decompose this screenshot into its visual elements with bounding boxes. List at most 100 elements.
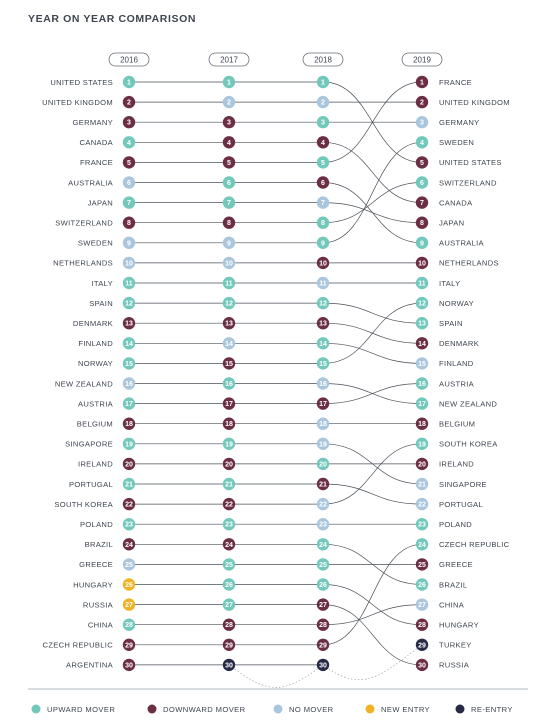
rank-node: [316, 337, 330, 350]
rank-number: 29: [125, 642, 133, 649]
rank-node: [122, 417, 136, 430]
rank-number: 21: [319, 482, 327, 489]
rank-number: 11: [125, 281, 133, 288]
rank-number: 21: [225, 482, 233, 489]
rank-number: 14: [319, 341, 327, 348]
rank-number: 2: [127, 100, 131, 107]
rank-node: [415, 457, 429, 471]
rank-number: 28: [319, 622, 327, 629]
rank-number: 5: [227, 160, 231, 167]
rank-number: 25: [319, 562, 327, 569]
rank-node: [415, 75, 429, 89]
rank-number: 1: [321, 80, 325, 87]
rank-node: [122, 176, 136, 189]
country-label-2016: RUSSIA: [83, 600, 114, 609]
year-label: 2019: [413, 56, 431, 65]
rank-node: [415, 618, 429, 631]
rank-node: [415, 317, 429, 330]
rank-line: [322, 342, 423, 364]
rank-lines: [128, 81, 423, 688]
rank-line: [322, 302, 423, 364]
rank-number: 4: [321, 140, 325, 147]
rank-number: 17: [319, 401, 327, 408]
year-label: 2016: [120, 56, 138, 65]
country-label-2016: ARGENTINA: [66, 661, 114, 670]
rank-node: [316, 116, 330, 129]
rank-node: [316, 176, 330, 189]
rank-number: 6: [127, 180, 131, 187]
rank-number: 24: [225, 542, 233, 549]
rank-number: 30: [418, 662, 426, 669]
rank-node: [415, 437, 429, 450]
rank-node: [122, 116, 136, 129]
country-label-2019: NETHERLANDS: [439, 259, 499, 268]
rank-number: 4: [127, 140, 131, 147]
rank-node: [316, 578, 330, 591]
rank-number: 30: [125, 662, 133, 669]
country-label-2016: CZECH REPUBLIC: [43, 641, 114, 650]
year-pill: [108, 52, 150, 67]
rank-number: 16: [418, 381, 426, 388]
rank-number: 27: [125, 602, 133, 609]
rank-node: [316, 196, 330, 209]
rank-node: [316, 417, 330, 430]
rank-node: [222, 196, 236, 209]
rank-node: [222, 317, 236, 330]
rank-node: [415, 357, 429, 370]
rank-number: 8: [227, 220, 231, 227]
rank-node: [222, 337, 236, 350]
year-pill: [208, 52, 250, 67]
rank-node: [122, 377, 136, 390]
country-label-2019: FINLAND: [439, 359, 474, 368]
country-label-2016: PORTUGAL: [69, 480, 113, 489]
rank-number: 22: [418, 502, 426, 509]
country-label-2016: GERMANY: [73, 118, 114, 127]
rank-number: 20: [225, 461, 233, 468]
rank-number: 15: [225, 361, 233, 368]
country-label-2016: IRELAND: [78, 460, 113, 469]
rank-number: 26: [125, 582, 133, 589]
rank-node: [222, 276, 236, 290]
rank-node: [415, 296, 429, 310]
chart-title: YEAR ON YEAR COMPARISON: [28, 13, 196, 25]
legend-label: UPWARD MOVER: [47, 705, 115, 714]
rank-node: [122, 136, 136, 149]
rank-number: 27: [225, 602, 233, 609]
rank-node: [222, 497, 236, 511]
rank-line: [322, 383, 423, 404]
rank-node: [316, 276, 330, 290]
country-label-2019: CZECH REPUBLIC: [439, 540, 510, 549]
rank-node: [316, 558, 330, 571]
country-label-2019: AUSTRIA: [439, 379, 475, 388]
rank-line: [322, 202, 423, 224]
rank-number: 24: [418, 542, 426, 549]
rank-node: [222, 417, 236, 430]
rank-number: 14: [225, 341, 233, 348]
rank-node: [316, 518, 330, 531]
country-label-2019: SINGAPORE: [439, 480, 487, 489]
rank-node: [122, 437, 136, 450]
rank-number: 7: [227, 200, 231, 207]
rank-number: 10: [319, 260, 327, 267]
rank-node: [415, 156, 429, 169]
rank-node: [415, 658, 429, 672]
rank-number: 4: [420, 140, 424, 147]
rank-node: [222, 95, 236, 109]
rank-number: 6: [420, 180, 424, 187]
rank-number: 30: [319, 662, 327, 669]
rank-node: [122, 477, 136, 491]
rank-number: 3: [321, 120, 325, 127]
rank-node: [122, 497, 136, 511]
legend-swatch: [31, 704, 41, 714]
rank-number: 26: [319, 582, 327, 589]
legend-label: RE-ENTRY: [471, 705, 513, 714]
rank-node: [316, 236, 330, 249]
rank-node: [222, 538, 236, 551]
rank-number: 25: [225, 562, 233, 569]
country-label-2019: SPAIN: [439, 319, 463, 328]
country-label-2019: RUSSIA: [439, 661, 470, 670]
rank-node: [415, 558, 429, 571]
rank-line: [322, 81, 423, 163]
rank-line: [322, 604, 423, 666]
rank-node: [316, 317, 330, 330]
